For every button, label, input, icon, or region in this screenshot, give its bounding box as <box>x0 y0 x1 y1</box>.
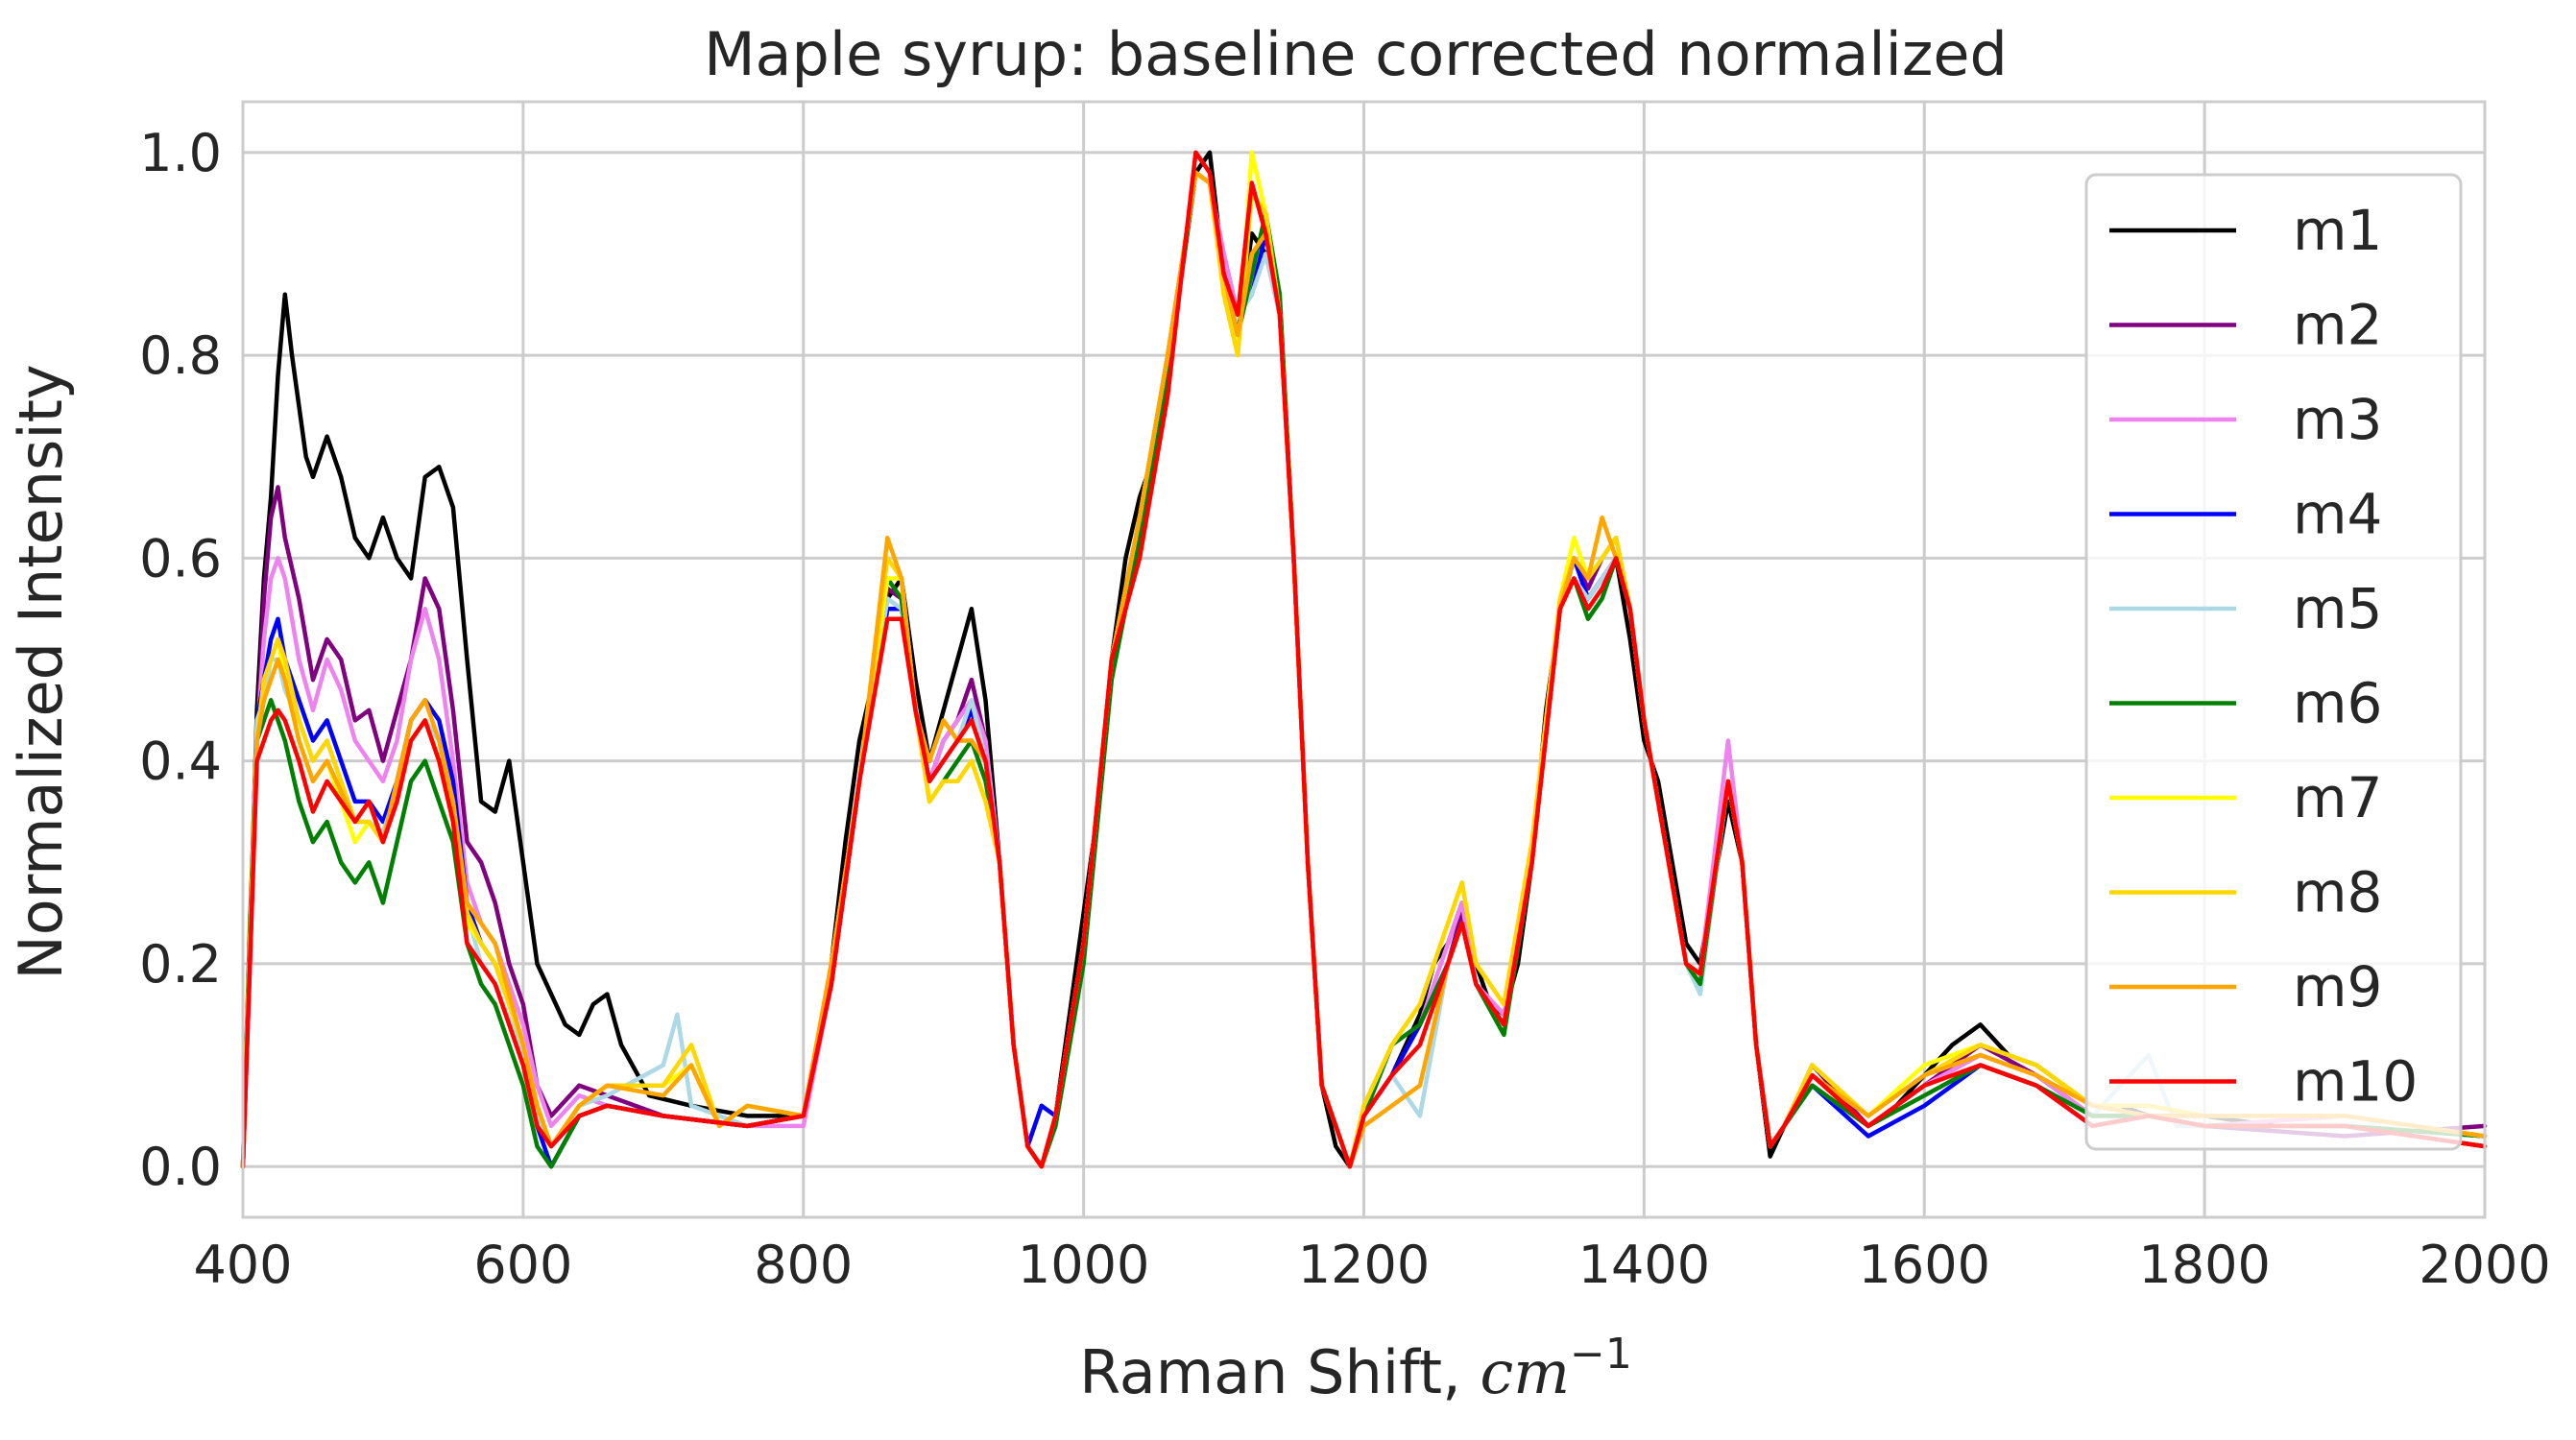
legend: m1 m2 m3 m4 m5 m6 m7 m8 m9 m10 <box>2084 173 2463 1151</box>
legend-label-m3: m3 <box>2293 387 2382 452</box>
y-tick-label: 0.8 <box>139 325 222 386</box>
x-tick-label: 1400 <box>1578 1235 1710 1295</box>
y-axis-label: Normalized Intensity <box>6 364 76 979</box>
series-lines <box>240 150 2488 1169</box>
x-tick-label: 2000 <box>2419 1235 2550 1295</box>
x-tick-label: 800 <box>754 1235 853 1295</box>
y-tick-label: 0.4 <box>139 732 222 792</box>
x-tick-label: 1200 <box>1298 1235 1430 1295</box>
chart-title: Maple syrup: baseline corrected normaliz… <box>704 19 2008 89</box>
legend-label-m1: m1 <box>2293 198 2382 263</box>
x-axis-label-text: Raman Shift, <box>1079 1337 1480 1407</box>
x-tick-label: 600 <box>473 1235 572 1295</box>
y-tick-label: 1.0 <box>139 123 222 183</box>
x-tick-label: 1000 <box>1018 1235 1149 1295</box>
legend-label-m4: m4 <box>2293 482 2382 547</box>
legend-label-m7: m7 <box>2293 765 2382 830</box>
x-tick-label: 1600 <box>1859 1235 1990 1295</box>
y-tick-label: 0.2 <box>139 934 222 995</box>
legend-label-m2: m2 <box>2293 293 2382 358</box>
legend-label-m5: m5 <box>2293 576 2382 641</box>
x-axis-label: Raman Shift, cm−1 <box>1079 1330 1632 1407</box>
x-tick-label: 1800 <box>2138 1235 2270 1295</box>
x-axis-label-unit: cm <box>1481 1337 1571 1407</box>
x-tick-label: 400 <box>193 1235 292 1295</box>
legend-label-m10: m10 <box>2293 1049 2418 1115</box>
legend-entries: m1 m2 m3 m4 m5 m6 m7 m8 m9 m10 <box>2109 198 2418 1115</box>
legend-label-m6: m6 <box>2293 671 2382 736</box>
legend-label-m9: m9 <box>2293 954 2382 1020</box>
y-tick-labels: 0.0 0.2 0.4 0.6 0.8 1.0 <box>139 123 222 1197</box>
legend-box <box>2084 173 2463 1151</box>
x-axis-label-exponent: −1 <box>1570 1330 1632 1379</box>
y-tick-label: 0.0 <box>139 1137 222 1197</box>
y-tick-label: 0.6 <box>139 528 222 588</box>
plot-frame <box>241 100 2487 1219</box>
series-line-m10 <box>240 150 2488 1169</box>
legend-label-m8: m8 <box>2293 860 2382 925</box>
x-tick-labels: 400 600 800 1000 1200 1400 1600 1800 2000 <box>193 1235 2550 1295</box>
